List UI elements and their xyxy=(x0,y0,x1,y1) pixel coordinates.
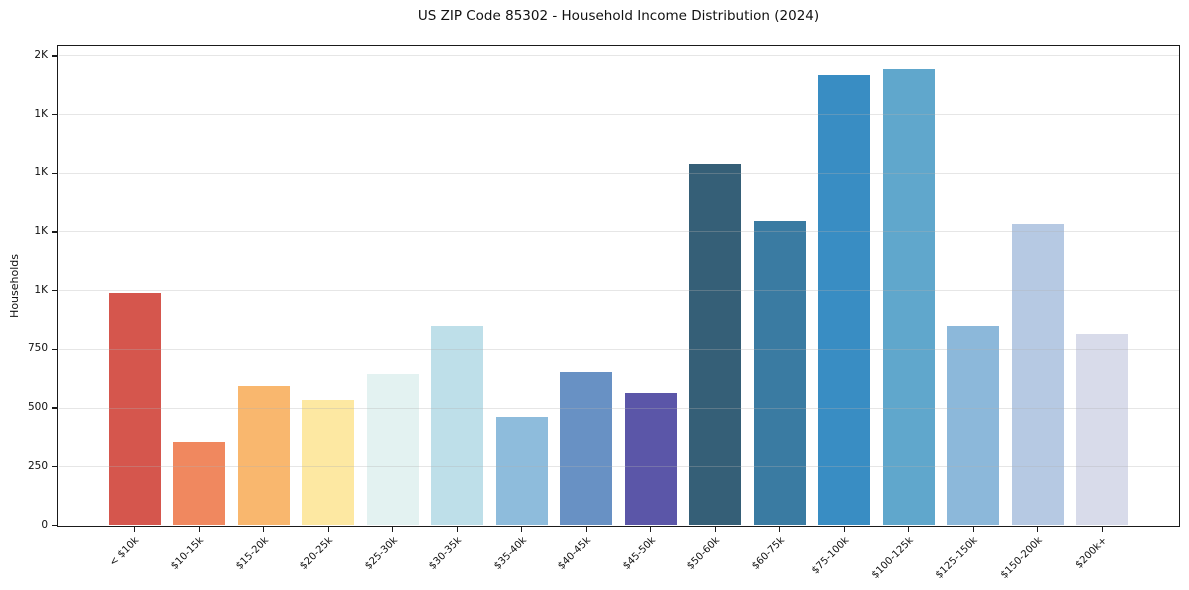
x-tick-label: $200k+ xyxy=(1073,535,1110,571)
x-tick-label: $60-75k xyxy=(749,535,787,572)
y-tick-mark xyxy=(51,113,57,116)
bar xyxy=(237,385,290,526)
y-tick-label: 250 xyxy=(27,459,48,472)
x-tick-mark xyxy=(843,527,845,532)
x-tick-label: $125-150k xyxy=(934,535,981,581)
y-tick-label: 1K xyxy=(34,107,48,120)
gridline xyxy=(58,290,1179,292)
x-tick-mark xyxy=(779,527,781,532)
bar xyxy=(431,325,484,526)
y-tick-mark xyxy=(51,407,57,409)
y-tick-mark xyxy=(51,348,57,351)
x-tick-mark xyxy=(585,527,587,532)
x-tick-mark xyxy=(456,527,458,532)
y-tick-mark xyxy=(51,466,57,468)
gridline xyxy=(58,407,1179,409)
x-tick-label: $25-30k xyxy=(362,535,400,572)
gridline xyxy=(58,114,1179,116)
gridline xyxy=(58,231,1179,233)
x-tick-mark xyxy=(908,527,910,532)
y-tick-label: 1K xyxy=(34,283,48,296)
x-tick-label: $10-15k xyxy=(169,535,207,572)
y-tick-label: 0 xyxy=(41,518,48,531)
y-tick-label: 2K xyxy=(34,48,48,61)
y-tick-mark xyxy=(51,172,57,174)
x-tick-label: $150-200k xyxy=(998,535,1045,581)
x-tick-mark xyxy=(392,527,394,532)
bar xyxy=(495,417,548,526)
y-tick-label: 1K xyxy=(34,166,48,179)
x-tick-mark xyxy=(972,527,974,532)
y-tick-mark xyxy=(51,231,57,233)
bar xyxy=(624,392,677,526)
x-tick-mark xyxy=(134,527,136,532)
bar xyxy=(689,163,742,526)
bar xyxy=(753,221,806,526)
x-tick-mark xyxy=(327,527,329,532)
x-tick-mark xyxy=(650,527,652,532)
bar xyxy=(882,68,935,526)
gridline xyxy=(58,172,1179,174)
bar xyxy=(108,293,161,526)
x-tick-mark xyxy=(263,527,265,532)
x-tick-mark xyxy=(714,527,716,532)
bar xyxy=(1011,223,1064,526)
x-tick-label: $20-25k xyxy=(298,535,336,572)
x-tick-label: $30-35k xyxy=(427,535,465,572)
y-tick-label: 750 xyxy=(27,342,48,355)
bar xyxy=(818,74,871,526)
y-tick-mark xyxy=(51,55,57,57)
x-tick-mark xyxy=(521,527,523,532)
gridline xyxy=(58,55,1179,57)
y-tick-mark xyxy=(51,289,57,292)
gridline xyxy=(58,348,1179,350)
bar xyxy=(173,442,226,526)
bar xyxy=(560,371,613,526)
chart-title: US ZIP Code 85302 - Household Income Dis… xyxy=(417,8,820,24)
bar xyxy=(302,399,355,526)
bar xyxy=(366,374,419,526)
x-tick-label: $15-20k xyxy=(233,535,271,572)
x-tick-label: $50-60k xyxy=(685,535,723,572)
y-tick-label: 1K xyxy=(34,224,48,237)
gridline xyxy=(58,466,1179,468)
y-tick-label: 500 xyxy=(27,401,48,414)
bar xyxy=(1076,334,1129,526)
x-tick-label: $100-125k xyxy=(869,535,916,581)
x-tick-label: $40-45k xyxy=(556,535,594,572)
x-tick-label: < $10k xyxy=(107,535,142,569)
x-tick-mark xyxy=(1101,527,1103,532)
x-tick-label: $35-40k xyxy=(491,535,529,572)
y-tick-mark xyxy=(51,524,57,527)
x-tick-label: $45-50k xyxy=(620,535,658,572)
x-tick-mark xyxy=(1037,527,1039,532)
bar xyxy=(947,325,1000,526)
x-tick-mark xyxy=(198,527,200,532)
x-tick-label: $75-100k xyxy=(809,535,852,577)
